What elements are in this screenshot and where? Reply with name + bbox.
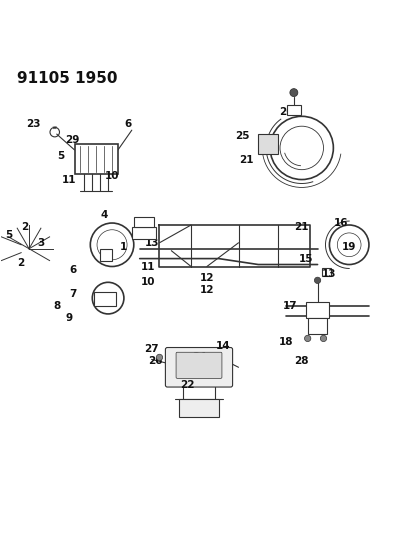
Text: 23: 23 — [26, 119, 40, 129]
Text: 10: 10 — [140, 277, 155, 287]
Text: 1: 1 — [120, 242, 127, 252]
Text: 19: 19 — [342, 242, 356, 252]
Text: 28: 28 — [295, 357, 309, 366]
Bar — [308, 318, 328, 334]
Circle shape — [314, 277, 321, 284]
Text: 91105 1950: 91105 1950 — [17, 71, 118, 86]
Text: 3: 3 — [37, 238, 45, 248]
Text: 21: 21 — [239, 155, 254, 165]
Text: 6: 6 — [124, 119, 131, 129]
Text: 22: 22 — [180, 380, 194, 390]
Text: 16: 16 — [334, 218, 349, 228]
Bar — [306, 302, 330, 318]
Text: 25: 25 — [235, 131, 250, 141]
Bar — [179, 399, 219, 417]
Text: 7: 7 — [69, 289, 76, 299]
Text: 18: 18 — [279, 337, 293, 346]
Text: 15: 15 — [298, 254, 313, 264]
Circle shape — [320, 335, 327, 342]
Bar — [258, 134, 278, 154]
Text: 24: 24 — [192, 352, 206, 362]
Text: 8: 8 — [53, 301, 60, 311]
Text: 9: 9 — [65, 313, 72, 323]
Text: 11: 11 — [61, 174, 76, 184]
Text: 5: 5 — [6, 230, 13, 240]
Bar — [322, 269, 332, 277]
Bar — [94, 292, 116, 306]
Text: 14: 14 — [215, 341, 230, 351]
Text: 13: 13 — [144, 238, 159, 248]
Text: 20: 20 — [279, 107, 293, 117]
Text: 21: 21 — [295, 222, 309, 232]
Bar — [100, 249, 112, 261]
Bar — [134, 217, 154, 227]
Bar — [287, 105, 301, 115]
Text: 4: 4 — [100, 210, 108, 220]
Text: 17: 17 — [283, 301, 297, 311]
Text: 12: 12 — [200, 273, 214, 284]
Text: 6: 6 — [69, 265, 76, 276]
Circle shape — [290, 88, 298, 96]
Text: 13: 13 — [322, 269, 337, 279]
Text: 2: 2 — [18, 257, 25, 268]
Circle shape — [304, 335, 311, 342]
FancyBboxPatch shape — [176, 352, 222, 378]
Text: 10: 10 — [105, 171, 119, 181]
Text: 2: 2 — [21, 222, 29, 232]
Text: 26: 26 — [148, 357, 163, 366]
Text: 5: 5 — [57, 151, 64, 161]
Text: 27: 27 — [144, 344, 159, 354]
Bar — [74, 144, 118, 174]
Circle shape — [156, 354, 163, 360]
FancyBboxPatch shape — [166, 348, 232, 387]
Text: 11: 11 — [140, 262, 155, 271]
Text: 12: 12 — [200, 285, 214, 295]
Bar — [132, 227, 156, 239]
Text: 29: 29 — [65, 135, 80, 145]
